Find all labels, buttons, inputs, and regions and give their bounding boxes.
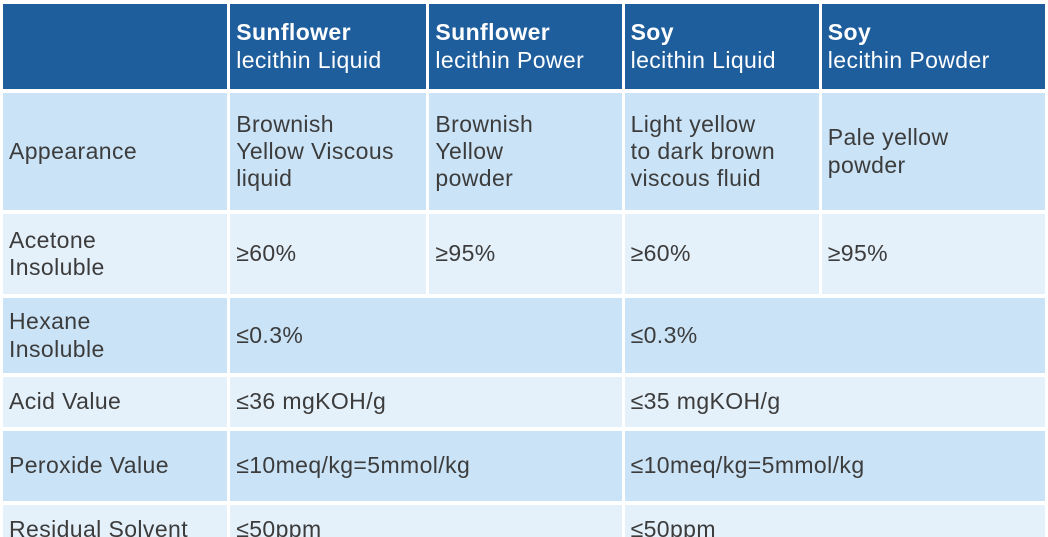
- spec-value-cell: ≥95%: [429, 214, 622, 294]
- column-header-sunflower-lecithin-liquid: Sunflower lecithin Liquid: [230, 4, 427, 89]
- spec-value-cell: ≤0.3%: [624, 298, 1045, 373]
- table-row-acid-value: Acid Value ≤36 mgKOH/g ≤35 mgKOH/g: [3, 377, 1045, 427]
- table-row-residual-solvent: Residual Solvent ≤50ppm ≤50ppm: [3, 505, 1045, 537]
- column-header-soy-lecithin-powder: Soy lecithin Powder: [821, 4, 1045, 89]
- column-header-blank: [3, 4, 228, 89]
- spec-value-cell: ≥60%: [230, 214, 427, 294]
- column-header-form: lecithin Liquid: [630, 46, 776, 73]
- row-label-acetone-insoluble: Acetone Insoluble: [3, 214, 228, 294]
- table-row-peroxide-value: Peroxide Value ≤10meq/kg=5mmol/kg ≤10meq…: [3, 431, 1045, 501]
- spec-value-cell: Brownish Yellow powder: [429, 93, 622, 210]
- row-label-acid-value: Acid Value: [3, 377, 228, 427]
- spec-value-cell: ≤10meq/kg=5mmol/kg: [624, 431, 1045, 501]
- table-row-hexane-insoluble: Hexane Insoluble ≤0.3% ≤0.3%: [3, 298, 1045, 373]
- spec-value-cell: ≤0.3%: [230, 298, 622, 373]
- spec-value-cell: ≤50ppm: [624, 505, 1045, 537]
- table-row-appearance: Appearance Brownish Yellow Viscous liqui…: [3, 93, 1045, 210]
- row-label-appearance: Appearance: [3, 93, 228, 210]
- row-label-hexane-insoluble: Hexane Insoluble: [3, 298, 228, 373]
- column-header-form: lecithin Power: [435, 46, 585, 73]
- table-row-acetone-insoluble: Acetone Insoluble ≥60% ≥95% ≥60% ≥95%: [3, 214, 1045, 294]
- column-header-soy-lecithin-liquid: Soy lecithin Liquid: [624, 4, 819, 89]
- table-header-row: Sunflower lecithin Liquid Sunflower leci…: [3, 4, 1045, 89]
- column-header-sunflower-lecithin-powder: Sunflower lecithin Power: [429, 4, 622, 89]
- column-header-form: lecithin Powder: [827, 46, 990, 73]
- spec-value-cell: ≤36 mgKOH/g: [230, 377, 622, 427]
- column-header-product: Soy: [827, 19, 872, 46]
- row-label-peroxide-value: Peroxide Value: [3, 431, 228, 501]
- row-label-residual-solvent: Residual Solvent: [3, 505, 228, 537]
- spec-value-cell: Pale yellow powder: [821, 93, 1045, 210]
- spec-value-cell: ≥95%: [821, 214, 1045, 294]
- column-header-product: Sunflower: [236, 19, 351, 46]
- column-header-form: lecithin Liquid: [236, 46, 382, 73]
- column-header-product: Sunflower: [435, 19, 551, 46]
- spec-value-cell: ≤35 mgKOH/g: [624, 377, 1045, 427]
- spec-value-cell: ≥60%: [624, 214, 819, 294]
- column-header-product: Soy: [630, 19, 674, 46]
- spec-value-cell: ≤10meq/kg=5mmol/kg: [230, 431, 622, 501]
- spec-value-cell: Brownish Yellow Viscous liquid: [230, 93, 427, 210]
- spec-value-cell: ≤50ppm: [230, 505, 622, 537]
- spec-value-cell: Light yellow to dark brown viscous fluid: [624, 93, 819, 210]
